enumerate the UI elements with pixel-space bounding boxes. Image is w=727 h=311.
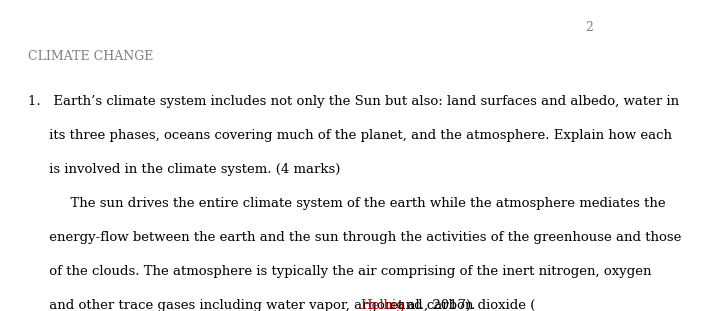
Text: is involved in the climate system. (4 marks): is involved in the climate system. (4 ma… xyxy=(28,163,340,176)
Text: energy-flow between the earth and the sun through the activities of the greenhou: energy-flow between the earth and the su… xyxy=(28,230,681,244)
Text: and other trace gases including water vapor, argon and carbon dioxide (: and other trace gases including water va… xyxy=(28,299,535,311)
Text: 1.   Earth’s climate system includes not only the Sun but also: land surfaces an: 1. Earth’s climate system includes not o… xyxy=(28,95,678,108)
Text: et al., 2017).: et al., 2017). xyxy=(386,299,475,311)
Text: of the clouds. The atmosphere is typically the air comprising of the inert nitro: of the clouds. The atmosphere is typical… xyxy=(28,265,651,277)
Text: Helbig: Helbig xyxy=(360,299,404,311)
Text: CLIMATE CHANGE: CLIMATE CHANGE xyxy=(28,50,153,63)
Text: its three phases, oceans covering much of the planet, and the atmosphere. Explai: its three phases, oceans covering much o… xyxy=(28,128,672,142)
Text: The sun drives the entire climate system of the earth while the atmosphere media: The sun drives the entire climate system… xyxy=(28,197,665,210)
Text: 2: 2 xyxy=(585,21,593,34)
